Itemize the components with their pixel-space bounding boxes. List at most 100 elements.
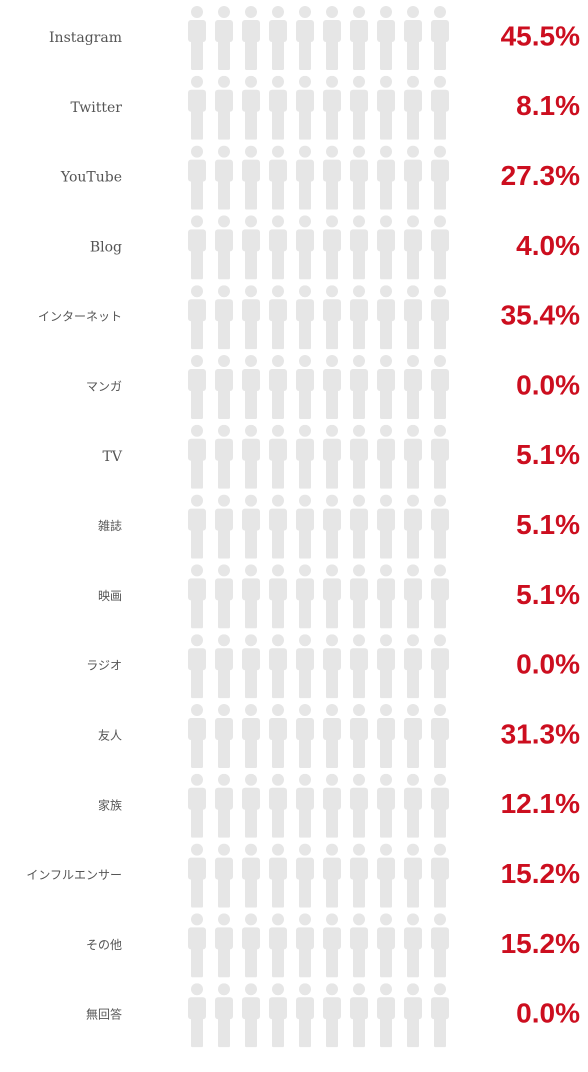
person-icon xyxy=(269,145,287,210)
value-label: 35.4% xyxy=(501,300,580,331)
person-icon xyxy=(431,355,449,419)
value-label: 5.1% xyxy=(516,439,580,470)
person-icon xyxy=(242,634,260,699)
person-icon xyxy=(377,983,395,1048)
person-icon xyxy=(350,145,368,210)
chart-row: 家族 12.1% xyxy=(98,773,580,838)
person-icon xyxy=(350,983,368,1048)
person-icon xyxy=(188,494,206,559)
person-icon xyxy=(296,75,314,140)
person-icon xyxy=(296,285,314,350)
person-icon xyxy=(404,494,422,559)
person-icon xyxy=(215,494,233,559)
chart-row: インフルエンサー 15.2% xyxy=(26,843,580,908)
person-icon xyxy=(323,634,341,699)
person-icon xyxy=(431,564,449,629)
value-label: 27.3% xyxy=(501,160,580,191)
person-icon xyxy=(296,704,314,768)
person-icon xyxy=(269,75,287,140)
person-icon xyxy=(242,564,260,629)
person-icon xyxy=(188,634,206,699)
person-icon xyxy=(431,494,449,559)
person-icon xyxy=(215,75,233,140)
person-icon xyxy=(404,6,422,70)
person-icon xyxy=(215,983,233,1048)
person-icon xyxy=(323,704,341,768)
person-icon xyxy=(323,983,341,1048)
category-label: TV xyxy=(103,449,123,465)
person-icon xyxy=(296,913,314,978)
person-icon xyxy=(323,215,341,280)
person-icon xyxy=(350,6,368,70)
category-label: 無回答 xyxy=(86,1007,122,1022)
chart-row: TV 5.1% xyxy=(103,424,580,489)
chart-row: Twitter 8.1% xyxy=(70,75,580,140)
value-label: 5.1% xyxy=(516,579,580,610)
person-icon xyxy=(188,843,206,908)
person-icon xyxy=(404,564,422,629)
person-icon xyxy=(242,983,260,1048)
chart-row: その他 15.2% xyxy=(86,913,580,978)
person-icon xyxy=(188,424,206,489)
chart-row: インターネット 35.4% xyxy=(38,285,580,350)
person-icon xyxy=(323,145,341,210)
person-icon xyxy=(404,424,422,489)
category-label: インフルエンサー xyxy=(26,868,122,882)
person-icon xyxy=(242,145,260,210)
value-label: 45.5% xyxy=(501,20,580,51)
person-icon xyxy=(404,215,422,280)
person-icon xyxy=(377,913,395,978)
category-label: マンガ xyxy=(86,380,122,394)
value-label: 15.2% xyxy=(501,858,580,889)
chart-rows: Instagram 45.5% Twitter 8.1% YouTube 27.3% Blo… xyxy=(26,6,580,1048)
person-icon xyxy=(296,6,314,70)
person-icon xyxy=(215,634,233,699)
person-icon xyxy=(269,564,287,629)
category-label: その他 xyxy=(86,938,122,952)
chart-row: 無回答 0.0% xyxy=(86,983,580,1048)
person-icon xyxy=(269,983,287,1048)
person-icon xyxy=(296,494,314,559)
person-icon xyxy=(350,494,368,559)
person-icon xyxy=(269,424,287,489)
value-label: 15.2% xyxy=(501,928,580,959)
person-icon xyxy=(350,215,368,280)
category-label: 映画 xyxy=(98,589,122,603)
person-icon xyxy=(377,215,395,280)
person-icon xyxy=(323,773,341,838)
person-icon xyxy=(269,704,287,768)
person-icon xyxy=(269,6,287,70)
person-icon xyxy=(350,564,368,629)
person-icon xyxy=(188,564,206,629)
person-icon xyxy=(323,285,341,350)
person-icon xyxy=(404,983,422,1048)
person-icon xyxy=(269,773,287,838)
person-icon xyxy=(242,215,260,280)
person-icon xyxy=(269,494,287,559)
person-icon xyxy=(404,75,422,140)
category-label: インターネット xyxy=(38,310,122,324)
person-icon xyxy=(404,843,422,908)
person-icon xyxy=(296,564,314,629)
person-icon xyxy=(323,494,341,559)
person-icon xyxy=(242,704,260,768)
person-icon xyxy=(188,983,206,1048)
person-icon xyxy=(404,634,422,699)
chart-row: ラジオ 0.0% xyxy=(86,634,580,699)
person-icon xyxy=(404,773,422,838)
person-icon xyxy=(377,634,395,699)
person-icon xyxy=(269,215,287,280)
person-icon xyxy=(377,145,395,210)
person-icon xyxy=(215,6,233,70)
chart-row: YouTube 27.3% xyxy=(60,145,580,210)
person-icon xyxy=(269,285,287,350)
person-icon xyxy=(188,145,206,210)
person-icon xyxy=(242,285,260,350)
person-icon xyxy=(350,773,368,838)
chart-row: Blog 4.0% xyxy=(90,215,580,280)
person-icon xyxy=(404,285,422,350)
person-icon xyxy=(296,355,314,419)
category-label: 家族 xyxy=(98,797,122,812)
chart-row: 雑誌 5.1% xyxy=(98,494,580,559)
person-icon xyxy=(296,843,314,908)
